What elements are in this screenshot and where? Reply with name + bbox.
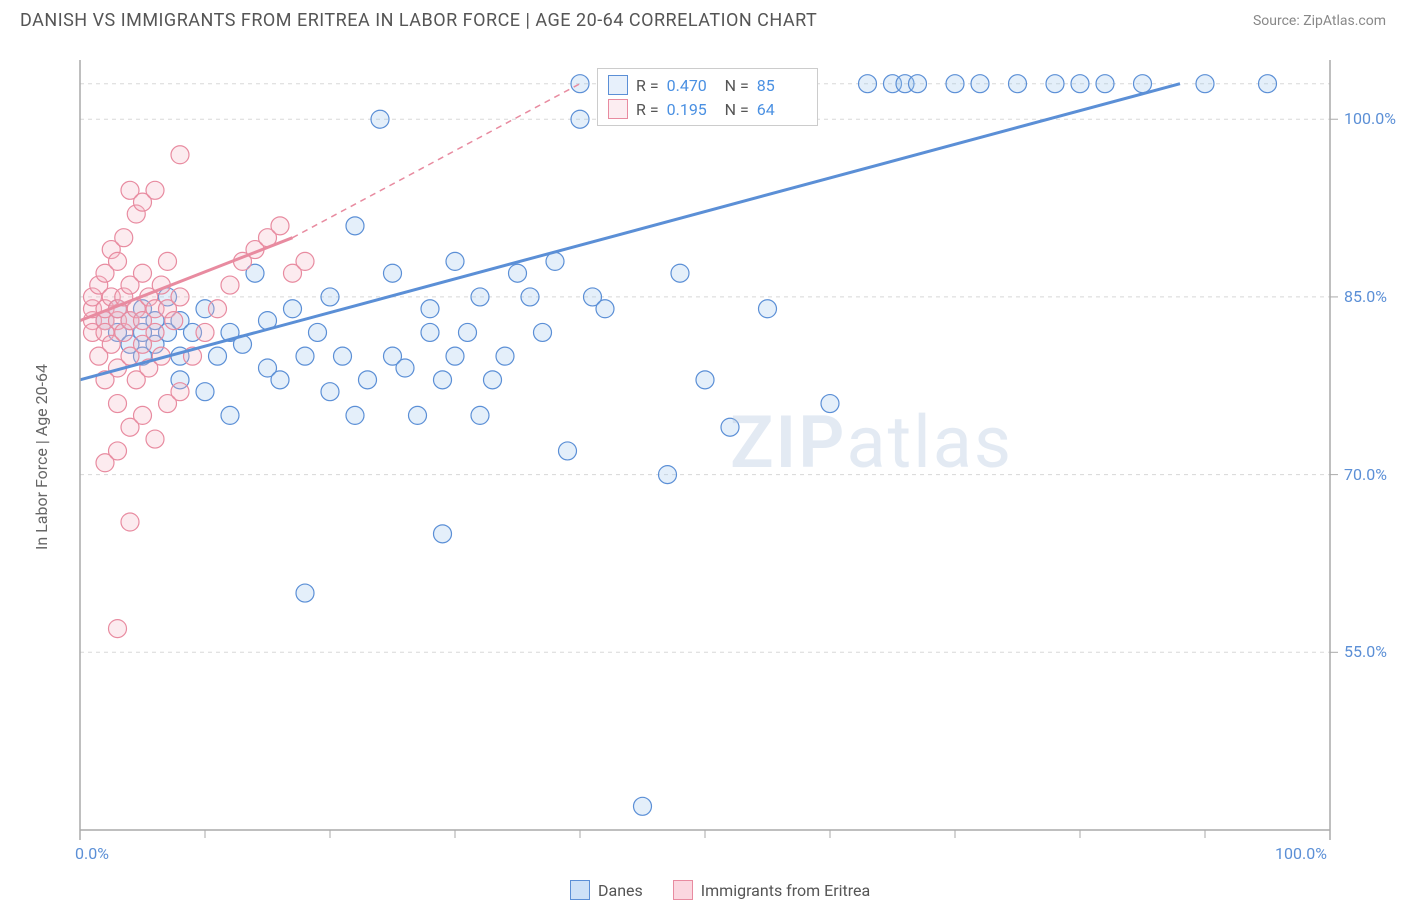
chart-container: ZIPatlas In Labor Force | Age 20-64 R =0… (50, 50, 1386, 850)
stats-row: R = 0.470 N = 85 (608, 73, 807, 97)
stats-r-label: R = (636, 100, 659, 119)
stats-swatch (608, 75, 628, 95)
legend-item: Danes (570, 880, 643, 900)
y-tick-label: 55.0% (1344, 642, 1387, 661)
legend: Danes Immigrants from Eritrea (570, 880, 870, 900)
stats-box: R = 0.470 N = 85 R = 0.195 N = 64 (597, 68, 818, 126)
stats-n-value: 85 (757, 76, 807, 95)
legend-swatch (570, 880, 590, 900)
stats-r-value: 0.470 (667, 76, 717, 95)
stats-row: R = 0.195 N = 64 (608, 97, 807, 121)
x-tick-label: 100.0% (1275, 844, 1327, 863)
stats-n-label: N = (725, 100, 749, 119)
legend-swatch (673, 880, 693, 900)
stats-r-value: 0.195 (667, 100, 717, 119)
y-axis-label: In Labor Force | Age 20-64 (32, 364, 51, 550)
y-tick-label: 70.0% (1344, 465, 1387, 484)
legend-item: Immigrants from Eritrea (673, 880, 870, 900)
scatter-chart-svg (50, 50, 1386, 890)
stats-r-label: R = (636, 76, 659, 95)
x-tick-label: 0.0% (75, 844, 109, 863)
legend-label: Immigrants from Eritrea (701, 881, 870, 900)
y-tick-label: 85.0% (1344, 287, 1387, 306)
stats-n-value: 64 (757, 100, 807, 119)
stats-swatch (608, 99, 628, 119)
stats-n-label: N = (725, 76, 749, 95)
chart-title: DANISH VS IMMIGRANTS FROM ERITREA IN LAB… (20, 10, 817, 31)
y-tick-label: 100.0% (1344, 109, 1396, 128)
header: DANISH VS IMMIGRANTS FROM ERITREA IN LAB… (0, 0, 1406, 37)
source-label: Source: ZipAtlas.com (1253, 13, 1386, 29)
legend-label: Danes (598, 881, 643, 900)
